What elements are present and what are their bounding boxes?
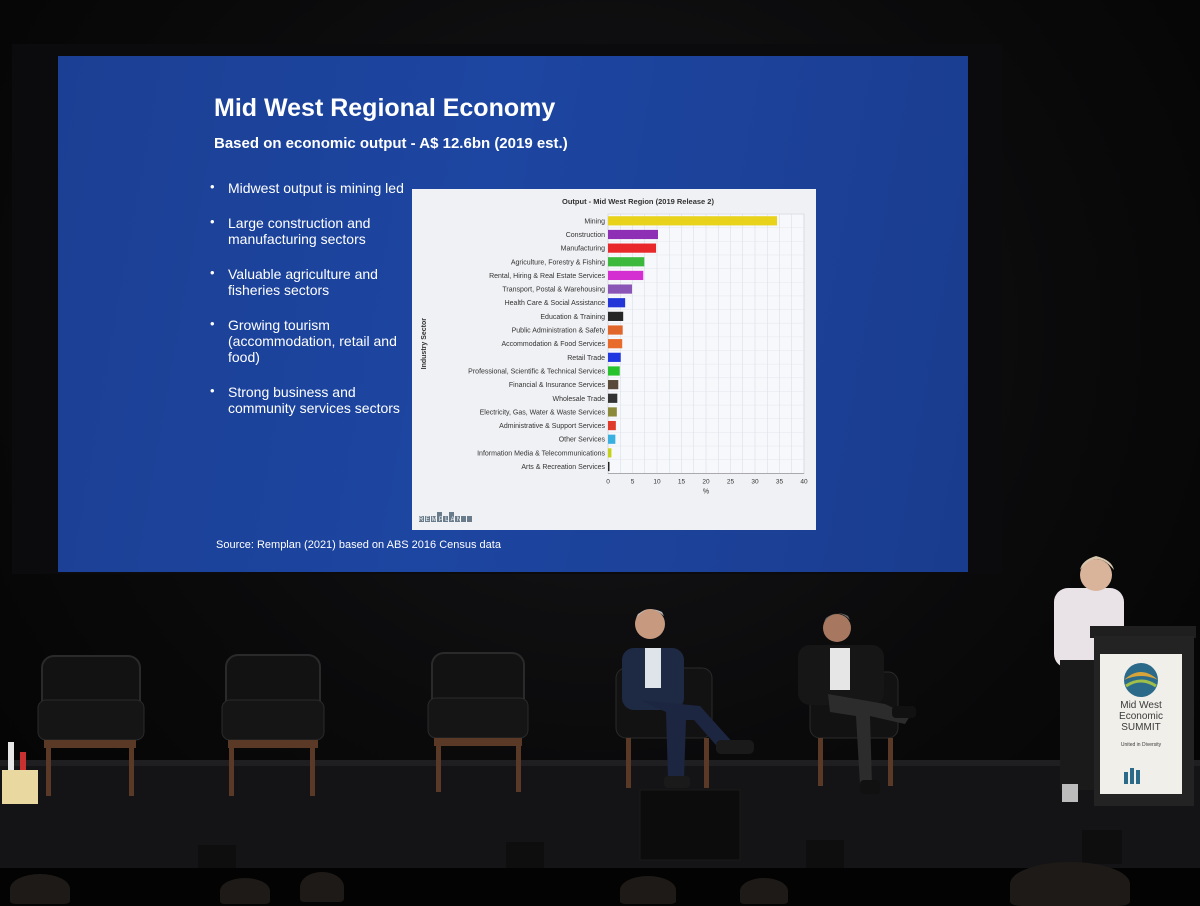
category-label: Health Care & Social Assistance bbox=[505, 300, 605, 307]
category-label: Mining bbox=[584, 218, 605, 225]
category-label: Financial & Insurance Services bbox=[509, 382, 606, 389]
bullet-item: Large construction and manufacturing sec… bbox=[208, 214, 418, 247]
slide-subtitle: Based on economic output - A$ 12.6bn (20… bbox=[214, 135, 568, 152]
stage-monitor bbox=[1082, 830, 1122, 864]
bar bbox=[608, 420, 616, 431]
category-label: Transport, Postal & Warehousing bbox=[502, 287, 605, 294]
category-label: Arts & Recreation Services bbox=[521, 464, 605, 471]
category-label: Rental, Hiring & Real Estate Services bbox=[489, 273, 605, 280]
bar bbox=[608, 257, 645, 267]
chart-title: Output - Mid West Region (2019 Release 2… bbox=[562, 197, 714, 206]
x-tick-label: 35 bbox=[776, 478, 784, 485]
slide-source: Source: Remplan (2021) based on ABS 2016… bbox=[216, 539, 501, 551]
category-label: Electricity, Gas, Water & Waste Services bbox=[480, 409, 606, 416]
bar bbox=[608, 366, 620, 376]
presentation-slide: Mid West Regional Economy Based on econo… bbox=[58, 56, 968, 572]
x-tick-label: 20 bbox=[702, 478, 710, 485]
category-label: Professional, Scientific & Technical Ser… bbox=[468, 368, 605, 375]
stage-monitor bbox=[506, 842, 544, 872]
panelist-seated-right bbox=[798, 613, 916, 794]
bar bbox=[608, 393, 618, 403]
bullet-list: Midwest output is mining led Large const… bbox=[208, 179, 418, 435]
x-tick-label: 30 bbox=[751, 478, 759, 485]
category-label: Administrative & Support Services bbox=[499, 423, 605, 430]
bar bbox=[608, 407, 617, 417]
bar bbox=[608, 284, 633, 294]
stage-floor bbox=[0, 765, 1200, 875]
x-tick-label: 10 bbox=[653, 478, 661, 485]
bar bbox=[608, 325, 623, 335]
bullet-item: Growing tourism (accommodation, retail a… bbox=[208, 316, 418, 365]
category-label: Accommodation & Food Services bbox=[502, 341, 606, 348]
podium bbox=[1090, 626, 1196, 806]
podium-tagline: United in Diversity bbox=[1120, 742, 1162, 748]
bar bbox=[608, 352, 621, 362]
bar bbox=[608, 311, 624, 321]
empty-chair bbox=[37, 655, 145, 796]
podium-line3: SUMMIT bbox=[1121, 722, 1161, 733]
x-tick-label: 40 bbox=[800, 478, 808, 485]
bar bbox=[608, 298, 626, 308]
category-label: Retail Trade bbox=[567, 355, 605, 362]
audience-silhouettes bbox=[0, 862, 1200, 906]
category-label: Agriculture, Forestry & Fishing bbox=[511, 259, 605, 266]
empty-chair bbox=[221, 654, 325, 796]
x-tick-label: 15 bbox=[678, 478, 686, 485]
bar-chart-panel: Output - Mid West Region (2019 Release 2… bbox=[412, 189, 816, 530]
category-label: Education & Training bbox=[540, 314, 605, 321]
stage-monitor bbox=[806, 840, 844, 870]
bar bbox=[608, 243, 657, 253]
slide-title: Mid West Regional Economy bbox=[214, 94, 556, 122]
y-axis-label: Industry Sector bbox=[421, 318, 428, 370]
stage-monitor bbox=[639, 789, 741, 861]
bullet-item: Strong business and community services s… bbox=[208, 383, 418, 416]
empty-chair bbox=[427, 652, 529, 792]
category-label: Public Administration & Safety bbox=[512, 328, 606, 335]
bar bbox=[608, 434, 616, 444]
bar bbox=[608, 448, 612, 458]
bullet-item: Valuable agriculture and fisheries secto… bbox=[208, 265, 418, 298]
x-tick-label: 5 bbox=[631, 478, 635, 485]
bar bbox=[608, 229, 658, 240]
bar bbox=[608, 461, 610, 472]
podium-label: Mid West Economic SUMMIT United in Diver… bbox=[1100, 700, 1182, 749]
category-label: Information Media & Telecommunications bbox=[477, 450, 605, 457]
prop-box bbox=[2, 742, 38, 804]
panelist-seated-left bbox=[615, 609, 754, 788]
category-label: Construction bbox=[566, 232, 605, 239]
svg-text:REMPLAN: REMPLAN bbox=[419, 517, 463, 523]
category-label: Wholesale Trade bbox=[552, 396, 605, 403]
bar bbox=[608, 270, 644, 281]
bar bbox=[608, 339, 623, 349]
bar-chart: Output - Mid West Region (2019 Release 2… bbox=[421, 197, 808, 495]
category-label: Other Services bbox=[559, 437, 606, 444]
podium-line1: Mid West bbox=[1120, 700, 1162, 711]
x-tick-label: 0 bbox=[606, 478, 610, 485]
bar bbox=[608, 380, 619, 390]
x-axis-label: % bbox=[703, 488, 709, 495]
category-label: Manufacturing bbox=[561, 246, 605, 253]
bullet-item: Midwest output is mining led bbox=[208, 179, 418, 196]
bar bbox=[608, 216, 778, 226]
podium-line2: Economic bbox=[1119, 711, 1163, 722]
x-tick-label: 25 bbox=[727, 478, 735, 485]
remplan-logo: REMPLAN bbox=[418, 507, 482, 523]
